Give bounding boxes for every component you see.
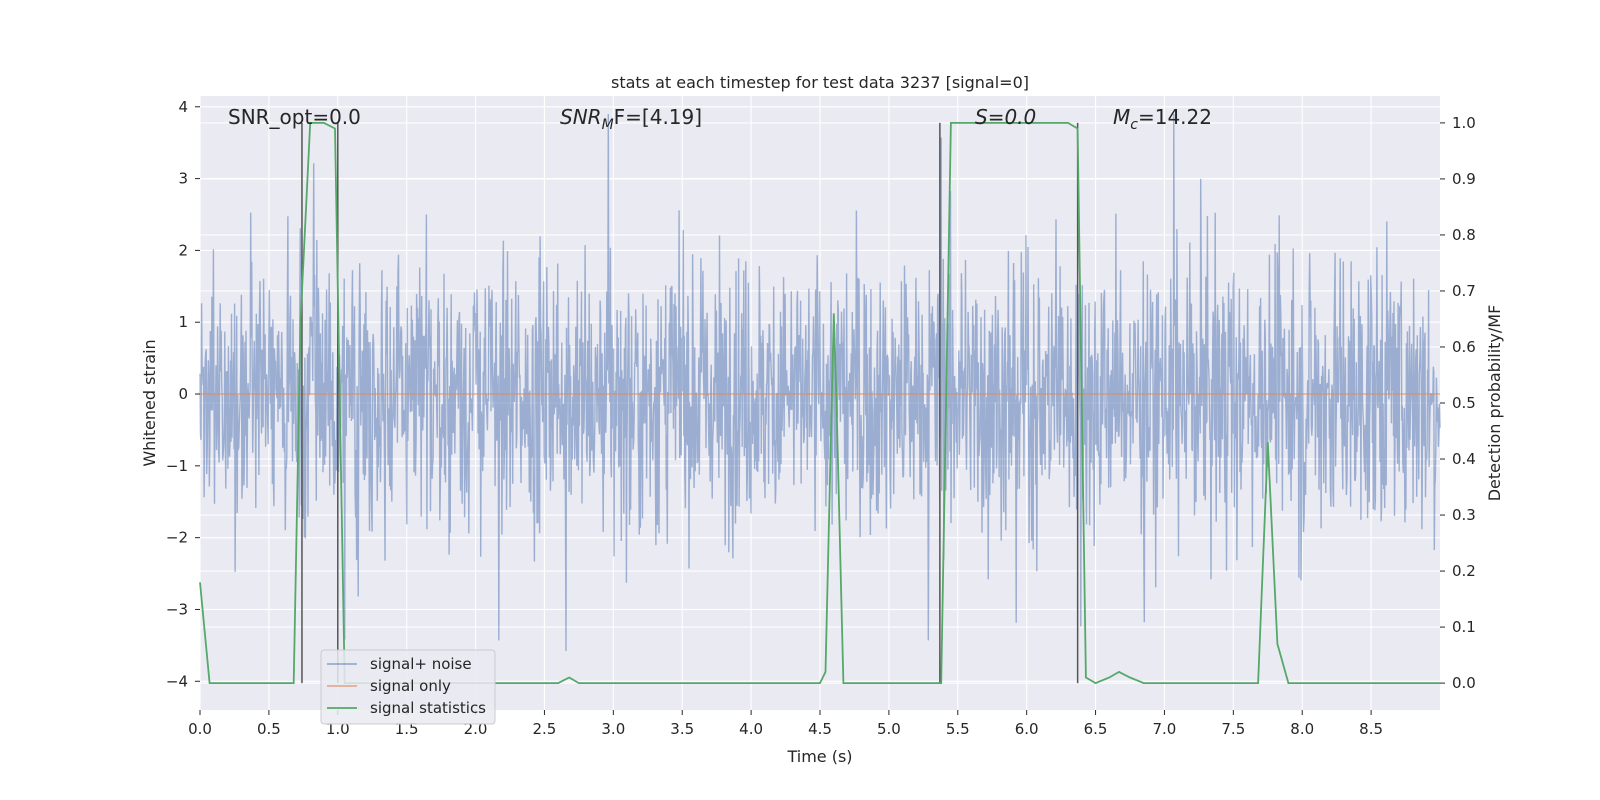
y-tick-label: −2 [166, 529, 188, 547]
y2-tick-label: 0.2 [1452, 562, 1476, 580]
x-tick-label: 5.5 [946, 720, 970, 738]
y2-tick-label: 0.3 [1452, 506, 1476, 524]
legend-label-signal-only: signal only [370, 677, 451, 695]
y2-tick-label: 0.0 [1452, 674, 1476, 692]
x-tick-label: 7.5 [1221, 720, 1245, 738]
x-axis-label: Time (s) [786, 747, 852, 766]
legend-label-signal-noise: signal+ noise [370, 655, 472, 673]
legend: signal+ noise signal only signal statist… [320, 649, 496, 725]
y2-tick-label: 1.0 [1452, 114, 1476, 132]
noise-trace [199, 113, 1441, 652]
chart-title: stats at each timestep for test data 323… [611, 73, 1029, 92]
y-tick-label: −3 [166, 600, 188, 618]
x-tick-label: 4.0 [739, 720, 763, 738]
y-axis-ticks: 4 3 2 1 0 −1 −2 −3 −4 [166, 98, 200, 690]
y-tick-label: 3 [178, 170, 188, 188]
x-tick-label: 8.5 [1359, 720, 1383, 738]
x-tick-label: 6.0 [1015, 720, 1039, 738]
x-tick-label: 2.5 [533, 720, 557, 738]
y-tick-label: 4 [178, 98, 188, 116]
x-tick-label: 4.5 [808, 720, 832, 738]
y2-tick-label: 0.7 [1452, 282, 1476, 300]
x-tick-label: 3.0 [601, 720, 625, 738]
y2-tick-label: 0.6 [1452, 338, 1476, 356]
y2-axis-label: Detection probability/MF [1485, 305, 1504, 502]
x-tick-label: 0.0 [188, 720, 212, 738]
y-tick-label: 1 [178, 313, 188, 331]
annotation-s: S=0.0 [975, 105, 1036, 129]
legend-label-signal-statistics: signal statistics [370, 699, 486, 717]
y2-tick-label: 0.8 [1452, 226, 1476, 244]
x-tick-label: 3.5 [670, 720, 694, 738]
annotation-snr-opt: SNR_opt=0.0 [228, 105, 361, 129]
series-signal-noise [199, 113, 1441, 652]
y-tick-label: −1 [166, 457, 188, 475]
annotation-mc: Mc=14.22 [1113, 105, 1212, 133]
y-tick-label: −4 [166, 672, 188, 690]
y-tick-label: 2 [178, 241, 188, 259]
series-signal-statistics [199, 122, 1440, 685]
x-tick-label: 7.0 [1153, 720, 1177, 738]
y2-axis-ticks: 1.0 0.9 0.8 0.7 0.6 0.5 0.4 0.3 0.2 0.1 0.0 [1440, 114, 1476, 692]
x-tick-label: 6.5 [1084, 720, 1108, 738]
y2-tick-label: 0.1 [1452, 618, 1476, 636]
y-axis-label: Whitened strain [140, 339, 159, 466]
x-tick-label: 5.0 [877, 720, 901, 738]
detection-markers [301, 122, 1079, 684]
y2-tick-label: 0.9 [1452, 170, 1476, 188]
legend-box [320, 649, 496, 725]
x-tick-label: 8.0 [1290, 720, 1314, 738]
annotation-snr-mf: SNRMF=[4.19] [560, 105, 702, 133]
y2-tick-label: 0.5 [1452, 394, 1476, 412]
x-tick-label: 0.5 [257, 720, 281, 738]
y2-tick-label: 0.4 [1452, 450, 1476, 468]
y-tick-label: 0 [178, 385, 188, 403]
